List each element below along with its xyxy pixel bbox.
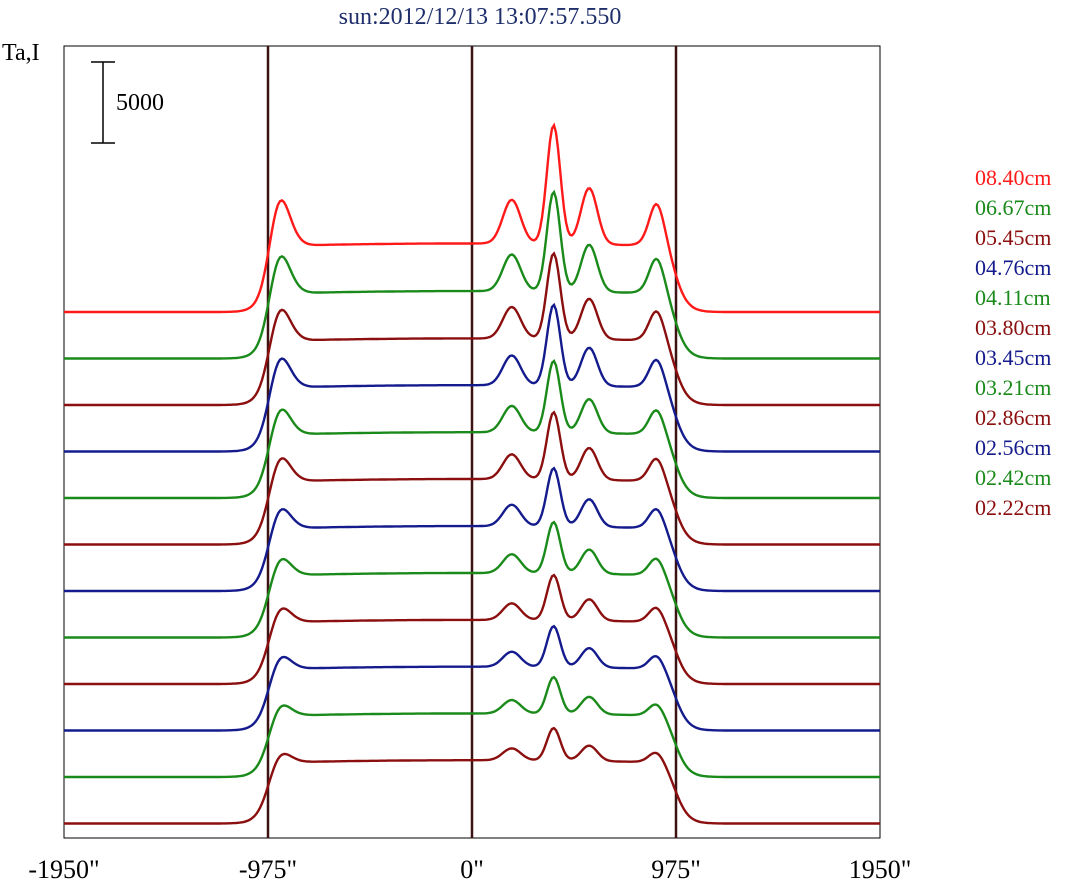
series-line xyxy=(64,573,880,686)
series-line xyxy=(64,189,880,360)
series-line xyxy=(64,358,880,500)
legend-item: 05.45cm xyxy=(975,225,1052,250)
series-line xyxy=(64,624,880,732)
series-line xyxy=(64,302,880,453)
legend-item: 08.40cm xyxy=(975,165,1052,190)
x-tick-label: 0" xyxy=(460,855,484,884)
series-line xyxy=(64,410,880,546)
legend-item: 04.76cm xyxy=(975,255,1052,280)
legend-item: 04.11cm xyxy=(975,285,1051,310)
x-tick-label: 975" xyxy=(651,855,701,884)
x-tick-label: -1950" xyxy=(28,855,99,884)
y-axis-label: Ta,I xyxy=(2,40,40,66)
x-tick-label: 1950" xyxy=(849,855,912,884)
chart-title: sun:2012/12/13 13:07:57.550 xyxy=(338,4,622,30)
x-tick-label: -975" xyxy=(239,855,297,884)
series-line xyxy=(64,122,880,314)
legend-item: 03.21cm xyxy=(975,375,1052,400)
scale-bar-label: 5000 xyxy=(116,90,164,116)
series-line xyxy=(64,251,880,407)
legend-item: 02.22cm xyxy=(975,495,1052,520)
series-line xyxy=(64,675,880,779)
series-line xyxy=(64,466,880,593)
legend-item: 02.86cm xyxy=(975,405,1052,430)
legend-item: 03.45cm xyxy=(975,345,1052,370)
legend-item: 02.42cm xyxy=(975,465,1052,490)
legend: 08.40cm 06.67cm 05.45cm 04.76cm 04.11cm 03.80… xyxy=(975,163,1051,523)
legend-item: 03.80cm xyxy=(975,315,1052,340)
legend-item: 06.67cm xyxy=(975,195,1052,220)
series-line xyxy=(64,726,880,825)
series-line xyxy=(64,520,880,639)
legend-item: 02.56cm xyxy=(975,435,1052,460)
